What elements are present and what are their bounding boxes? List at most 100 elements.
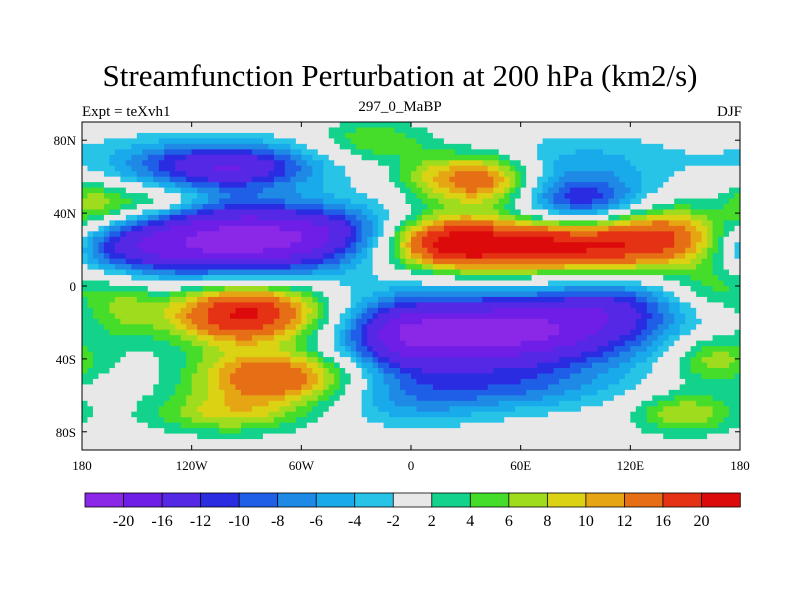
contour-cell [564, 182, 609, 189]
contour-cell [685, 253, 697, 260]
contour-cell [361, 406, 379, 413]
contour-cell [537, 149, 577, 156]
contour-cell [186, 214, 242, 221]
contour-cell [476, 395, 544, 402]
contour-cell [537, 198, 549, 205]
contour-cell [367, 329, 379, 336]
contour-cell [295, 182, 324, 189]
contour-cell [241, 165, 275, 172]
contour-cell [301, 307, 313, 314]
contour-cell [487, 165, 500, 172]
contour-cell [175, 182, 193, 189]
contour-cell [400, 236, 407, 243]
contour-cell [251, 406, 280, 413]
contour-cell [82, 198, 111, 205]
contour-cell [197, 187, 220, 194]
contour-cell [389, 242, 396, 249]
contour-cell [125, 258, 143, 265]
contour-cell [668, 389, 740, 396]
contour-cell [82, 247, 94, 254]
contour-cell [87, 214, 105, 221]
contour-cell [197, 368, 209, 375]
contour-cell [372, 253, 390, 260]
contour-cell [531, 187, 544, 194]
contour-cell [405, 132, 434, 139]
contour-cell [356, 242, 368, 249]
contour-cell [268, 171, 286, 178]
contour-cell [619, 378, 642, 385]
contour-cell [339, 143, 357, 150]
contour-cell [416, 302, 631, 309]
contour-cell [158, 357, 187, 364]
contour-cell [230, 313, 259, 320]
contour-cell [219, 225, 280, 232]
contour-cell [175, 313, 187, 320]
contour-cell [630, 198, 642, 205]
contour-cell [284, 160, 297, 167]
contour-cell [580, 395, 615, 402]
contour-cell [580, 384, 609, 391]
contour-cell [668, 324, 681, 331]
contour-cell [82, 132, 138, 139]
contour-cell [208, 395, 226, 402]
contour-cell [389, 165, 401, 172]
contour-cell [356, 324, 363, 331]
contour-cell [427, 165, 450, 172]
contour-cell [674, 236, 692, 243]
contour-cell [372, 264, 396, 271]
contour-cell [608, 340, 626, 347]
contour-cell [164, 143, 270, 150]
contour-cell [454, 264, 566, 271]
contour-cell [323, 411, 363, 418]
contour-cell [663, 340, 675, 347]
contour-cell [328, 406, 363, 413]
contour-cell [663, 351, 686, 358]
contour-cell [482, 296, 566, 303]
contour-cell [186, 242, 291, 249]
contour-cell [350, 335, 363, 342]
contour-cell [367, 417, 505, 424]
contour-cell [164, 428, 220, 435]
contour-cell [180, 187, 198, 194]
contour-cell [685, 313, 697, 320]
contour-cell [191, 198, 209, 205]
contour-cell [679, 307, 697, 314]
contour-cell [707, 296, 740, 303]
contour-cell [323, 176, 352, 183]
contour-cell [597, 389, 626, 396]
contour-cell [82, 225, 100, 232]
contour-cell [487, 384, 549, 391]
contour-cell [323, 313, 330, 320]
contour-cell [657, 357, 681, 364]
contour-cell [548, 209, 560, 216]
contour-cell [334, 378, 341, 385]
contour-cell [460, 422, 637, 429]
contour-cell [295, 187, 324, 194]
contour-cell [219, 182, 248, 189]
contour-cell [356, 247, 363, 254]
contour-cell [82, 302, 89, 309]
contour-cell [520, 193, 533, 200]
contour-cell [421, 220, 434, 227]
contour-cell [372, 318, 390, 325]
contour-cell [570, 198, 593, 205]
colorbar-label: 10 [578, 513, 594, 530]
contour-cell [82, 214, 89, 221]
contour-cell [641, 340, 653, 347]
contour-cell [356, 264, 374, 271]
contour-cell [345, 269, 374, 276]
contour-cell [372, 346, 390, 353]
contour-cell [641, 187, 659, 194]
contour-cell [147, 214, 160, 221]
contour-cell [367, 346, 374, 353]
contour-cell [87, 346, 182, 353]
contour-cell [312, 296, 319, 303]
contour-cell [405, 198, 423, 205]
contour-cell [411, 204, 429, 211]
contour-cell [164, 220, 193, 227]
contour-cell [416, 138, 445, 145]
contour-cell [273, 335, 291, 342]
contour-cell [197, 329, 209, 336]
contour-cell [652, 368, 681, 375]
contour-cell [361, 220, 374, 227]
